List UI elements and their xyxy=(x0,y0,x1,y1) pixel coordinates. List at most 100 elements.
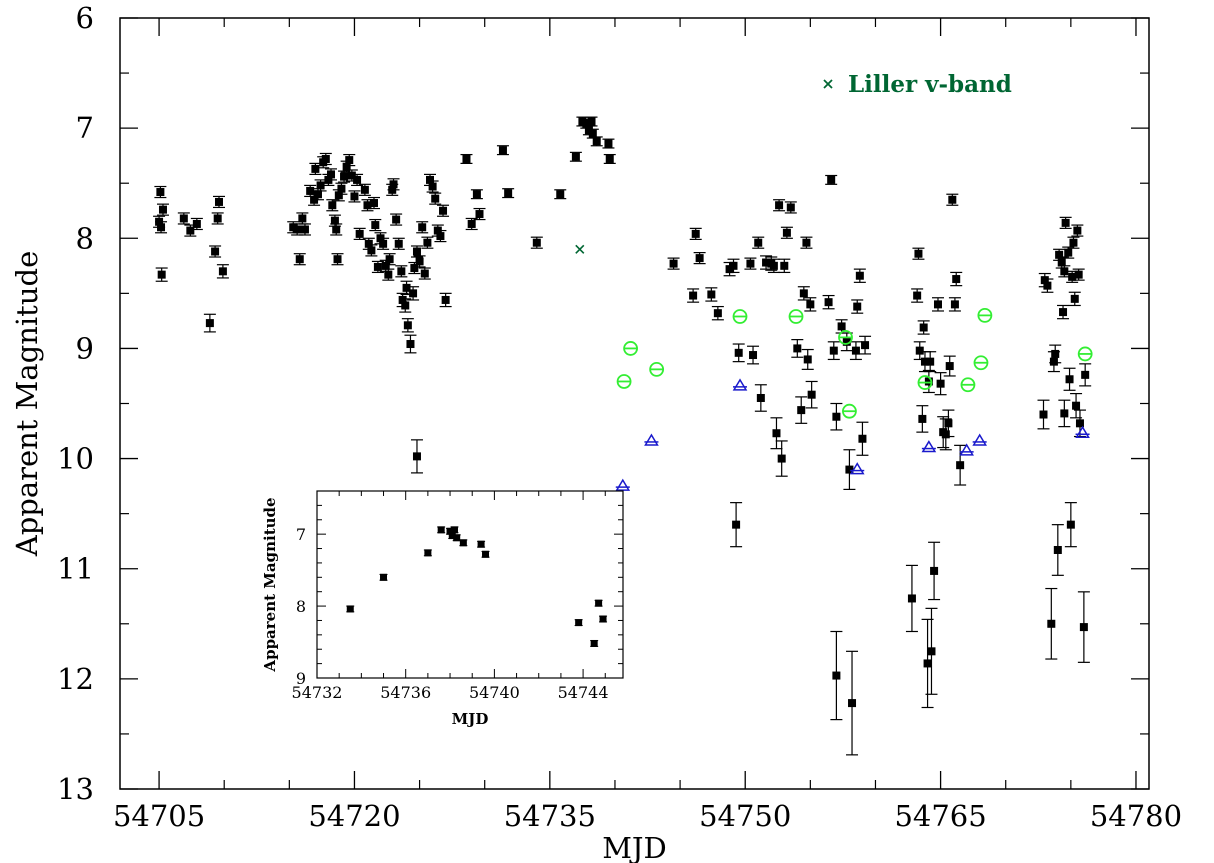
data-point-black xyxy=(762,258,771,267)
data-point-black xyxy=(933,300,942,309)
data-point-black xyxy=(807,390,816,399)
data-point-black xyxy=(858,434,867,443)
data-point-black xyxy=(926,357,935,366)
data-point-black xyxy=(923,659,932,668)
data-point-black xyxy=(293,225,302,234)
inset-data-point xyxy=(437,526,445,534)
inset-x-tick-label: 54744 xyxy=(558,683,609,702)
data-point-black xyxy=(829,346,838,355)
main-plot-frame xyxy=(119,17,1150,790)
inset-ticks: 54732 54736 54740 54744 7 8 9 xyxy=(292,491,623,702)
data-point-black xyxy=(342,162,351,171)
inset-x-tick-label: 54740 xyxy=(469,683,520,702)
data-point-black xyxy=(1064,248,1073,257)
data-point-black xyxy=(334,191,343,200)
data-point-black xyxy=(205,319,214,328)
data-point-black xyxy=(392,215,401,224)
data-point-black xyxy=(300,225,309,234)
data-point-black xyxy=(780,261,789,270)
main-ticks: 54705 54720 54735 54750 54765 54780 6 7 8 9 10 11 12… xyxy=(57,1,1182,833)
data-point-black xyxy=(1073,226,1082,235)
data-point-black xyxy=(832,671,841,680)
inset-data-point xyxy=(590,639,598,647)
data-point-black xyxy=(156,188,165,197)
data-point-black xyxy=(1061,218,1070,227)
data-point-black xyxy=(340,172,349,181)
data-point-black xyxy=(824,298,833,307)
y-tick-label: 10 xyxy=(57,442,94,476)
data-point-green xyxy=(842,403,857,419)
data-point-black xyxy=(729,261,738,270)
inset-y-tick-label: 7 xyxy=(296,525,306,544)
data-point-blue xyxy=(644,433,659,446)
data-point-black xyxy=(472,190,481,199)
data-point-black xyxy=(316,181,325,190)
data-point-black xyxy=(588,129,597,138)
data-point-green xyxy=(788,309,804,324)
inset-data-layer xyxy=(346,526,608,647)
data-point-black xyxy=(345,156,354,165)
data-point-green xyxy=(732,309,748,324)
data-point-black xyxy=(713,309,722,318)
inset-data-point xyxy=(595,599,603,607)
inset-data-point xyxy=(380,573,388,581)
data-point-black xyxy=(337,184,346,193)
data-point-black xyxy=(321,154,330,163)
data-point-black xyxy=(695,254,704,263)
inset-y-tick-label: 9 xyxy=(296,669,306,688)
inset-plot-frame xyxy=(316,490,624,679)
x-tick-label: 54780 xyxy=(1090,799,1182,833)
main-chart: 54705 54720 54735 54750 54765 54780 6 7 8 9 10 11 12… xyxy=(10,1,1182,863)
data-point-black xyxy=(186,226,195,235)
data-point-black xyxy=(592,137,601,146)
data-point-black xyxy=(384,270,393,279)
data-point-black xyxy=(1068,272,1077,281)
inset-data-point xyxy=(477,540,485,548)
data-point-black xyxy=(410,264,419,273)
data-point-black xyxy=(853,302,862,311)
data-point-black xyxy=(941,430,950,439)
data-point-black xyxy=(1053,545,1062,554)
data-point-black xyxy=(394,239,403,248)
data-point-black xyxy=(1047,619,1056,628)
data-point-black xyxy=(919,323,928,332)
data-point-black xyxy=(1049,357,1058,366)
data-point-black xyxy=(333,255,342,264)
data-point-black xyxy=(1039,410,1048,419)
data-point-black xyxy=(328,201,337,210)
data-point-black xyxy=(803,355,812,364)
data-point-black xyxy=(944,419,953,428)
inset-y-tick-label: 8 xyxy=(296,597,306,616)
data-point-blue xyxy=(1075,425,1090,438)
data-point-black xyxy=(782,228,791,237)
data-point-black xyxy=(769,261,778,270)
data-point-black xyxy=(775,201,784,210)
main-y-axis-title: Apparent Magnitude xyxy=(10,251,44,558)
data-point-black xyxy=(732,520,741,529)
inset-data-point xyxy=(459,539,467,547)
data-point-black xyxy=(1059,308,1068,317)
inset-data-point xyxy=(446,527,454,535)
data-point-black xyxy=(504,189,513,198)
data-point-black xyxy=(371,221,380,230)
data-point-black xyxy=(398,295,407,304)
data-point-black xyxy=(1074,270,1083,279)
data-point-black xyxy=(1079,623,1088,632)
data-point-black xyxy=(295,255,304,264)
data-point-black xyxy=(956,461,965,470)
data-point-black xyxy=(587,117,596,126)
data-point-black xyxy=(1072,401,1081,410)
data-point-black xyxy=(350,192,359,201)
data-point-black xyxy=(1066,520,1075,529)
x-tick-label: 54750 xyxy=(699,799,791,833)
data-point-blue xyxy=(959,443,974,456)
data-point-black xyxy=(918,414,927,423)
data-point-green xyxy=(623,341,638,356)
data-point-green xyxy=(960,377,976,393)
data-point-black xyxy=(754,238,763,247)
data-point-black xyxy=(402,283,411,292)
data-point-black xyxy=(927,647,936,656)
data-point-black xyxy=(311,164,320,173)
y-tick-label: 12 xyxy=(57,662,94,696)
